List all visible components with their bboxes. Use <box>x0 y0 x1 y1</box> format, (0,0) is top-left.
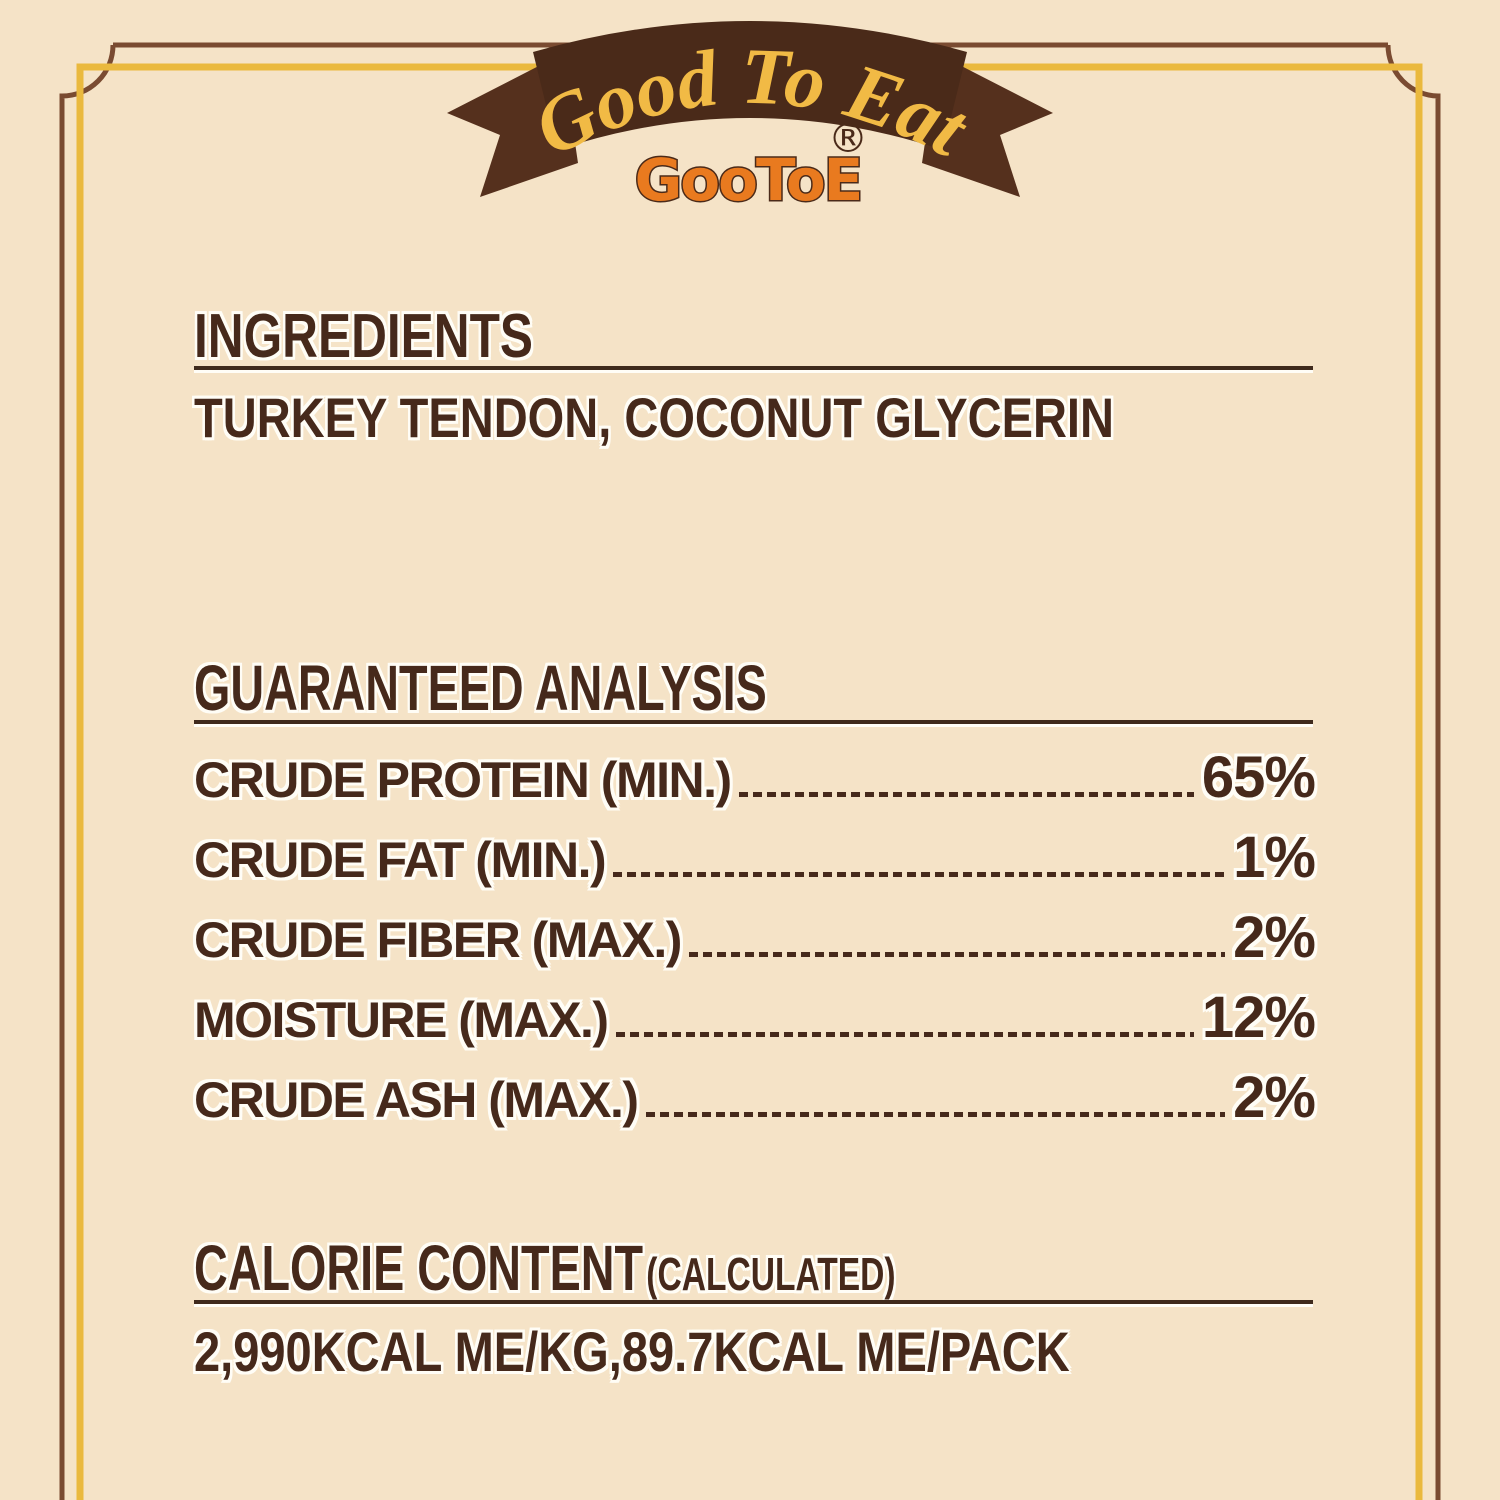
guaranteed-analysis-divider <box>194 720 1313 724</box>
table-row: CRUDE FIBER (MAX.) 2% <box>194 904 1316 984</box>
calorie-heading-main: CALORIE CONTENT <box>194 1232 644 1304</box>
guaranteed-analysis-heading: GUARANTEED ANALYSIS <box>194 652 767 724</box>
ingredients-content: TURKEY TENDON, COCONUT GLYCERIN <box>194 386 1114 449</box>
table-row: CRUDE FAT (MIN.) 1% <box>194 824 1316 904</box>
border-brown-right-line <box>1385 44 1441 1500</box>
analysis-label: MOISTURE (MAX.) <box>194 992 609 1048</box>
analysis-label: CRUDE FIBER (MAX.) <box>194 912 682 968</box>
ingredients-divider <box>194 366 1313 370</box>
analysis-value: 12% <box>1201 985 1316 1050</box>
calorie-content-heading: CALORIE CONTENT (CALCULATED) <box>194 1236 1155 1301</box>
logo-wordmark: GooToE <box>635 146 862 214</box>
table-row: MOISTURE (MAX.) 12% <box>194 984 1316 1064</box>
analysis-value: 65% <box>1201 745 1316 810</box>
analysis-label: CRUDE FAT (MIN.) <box>194 832 607 888</box>
analysis-value: 1% <box>1233 825 1316 890</box>
dotted-leader <box>688 952 1226 957</box>
table-row: CRUDE ASH (MAX.) 2% <box>194 1064 1316 1144</box>
analysis-value: 2% <box>1233 905 1316 970</box>
calorie-content-divider <box>194 1300 1313 1304</box>
ribbon-banner: Good To Eat <box>447 21 1053 197</box>
analysis-label: CRUDE PROTEIN (MIN.) <box>194 752 732 808</box>
calorie-heading-suffix: (CALCULATED) <box>646 1248 896 1300</box>
dotted-leader <box>738 792 1194 797</box>
analysis-value: 2% <box>1233 1065 1316 1130</box>
registered-trademark-icon: ® <box>828 116 868 162</box>
ribbon-band <box>533 21 967 150</box>
border-brown-left-line <box>59 44 116 1500</box>
calorie-content-value: 2,990KCAL ME/KG,89.7KCAL ME/PACK <box>194 1320 1070 1383</box>
ingredients-heading: INGREDIENTS <box>194 302 533 371</box>
dotted-leader <box>645 1112 1226 1117</box>
dotted-leader <box>615 1032 1194 1037</box>
dotted-leader <box>613 872 1226 877</box>
guaranteed-analysis-table: CRUDE PROTEIN (MIN.) 65% CRUDE FAT (MIN.… <box>194 744 1316 1144</box>
analysis-label: CRUDE ASH (MAX.) <box>194 1072 639 1128</box>
table-row: CRUDE PROTEIN (MIN.) 65% <box>194 744 1316 824</box>
brand-logo: GooToE ® <box>633 116 868 216</box>
